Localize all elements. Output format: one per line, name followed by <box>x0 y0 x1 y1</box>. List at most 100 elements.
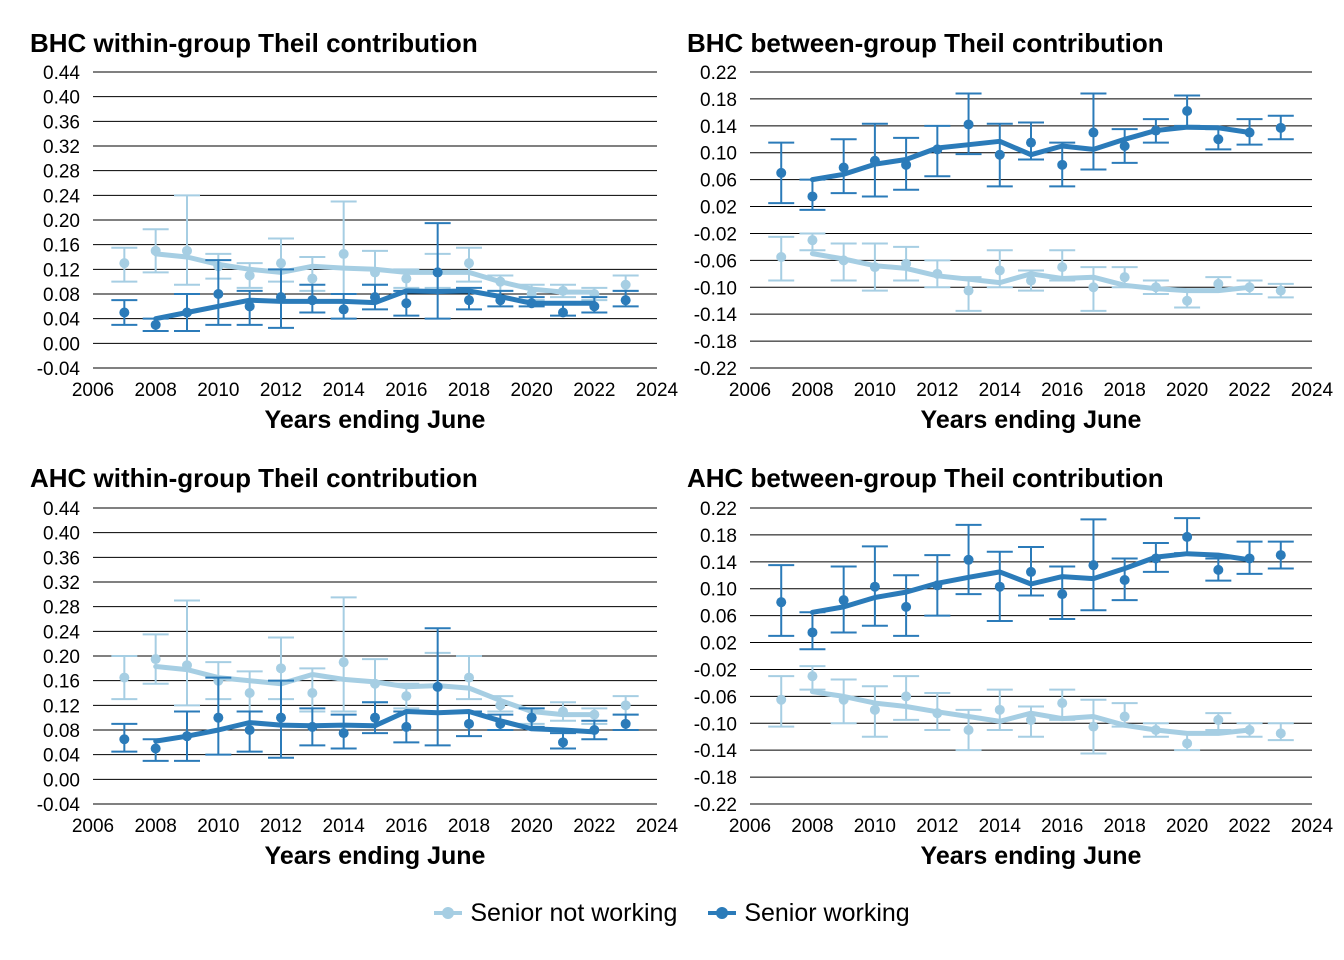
panel-3-point-senior-not-working <box>182 660 192 671</box>
panel-4-point-senior-not-working <box>1275 728 1286 739</box>
legend-label-senior-not-working: Senior not working <box>470 898 678 927</box>
panel-4-point-senior-working <box>807 627 818 638</box>
panel-4-point-senior-not-working <box>1213 714 1224 725</box>
panel-2-x-tick-label: 2016 <box>1041 380 1083 401</box>
panel-2-point-senior-not-working <box>901 258 912 269</box>
panel-1-x-tick-label: 2010 <box>197 380 239 401</box>
panel-4-point-senior-not-working <box>1057 698 1068 709</box>
panel-4-point-senior-not-working <box>838 694 849 705</box>
panel-1-point-senior-not-working <box>401 273 412 284</box>
panel-1-point-senior-working <box>213 289 224 299</box>
panel-1-point-senior-working <box>558 307 568 318</box>
panel-4-point-senior-working <box>1088 560 1099 571</box>
panel-4-y-tick-label: -0.02 <box>694 660 737 681</box>
panel-1-point-senior-working <box>495 295 506 306</box>
panel-1-point-senior-working <box>526 298 537 309</box>
panel-2-point-senior-not-working <box>1119 272 1130 283</box>
panel-1-point-senior-not-working <box>558 285 568 296</box>
panel-1-point-senior-not-working <box>620 279 631 290</box>
panel-3-point-senior-working <box>589 725 600 735</box>
panel-3-point-senior-working <box>182 731 192 742</box>
panel-3-point-senior-not-working <box>307 688 318 698</box>
panel-1-x-axis-label: Years ending June <box>265 406 486 434</box>
panel-1-point-senior-working <box>464 295 474 306</box>
panel-4-point-senior-not-working <box>1244 725 1255 735</box>
panel-1-y-tick-label: 0.40 <box>43 88 80 109</box>
panel-4-point-senior-working <box>1182 531 1193 542</box>
panel-4-point-senior-working <box>1213 564 1224 575</box>
panel-3-point-senior-not-working <box>495 700 506 711</box>
legend-item-senior-working: Senior working <box>708 898 910 928</box>
panel-3-point-senior-working <box>276 712 286 723</box>
panel-3-title: AHC within-group Theil contribution <box>30 463 478 493</box>
panel-2-point-senior-not-working <box>1057 262 1068 273</box>
panel-3-point-senior-working <box>119 734 130 745</box>
panel-3-y-tick-label: 0.04 <box>43 746 80 767</box>
panel-1-y-tick-label: 0.16 <box>43 236 80 257</box>
panel-2-point-senior-working <box>1275 122 1286 133</box>
panel-2-x-tick-label: 2024 <box>1291 380 1334 401</box>
panel-4-title: AHC between-group Theil contribution <box>687 463 1164 493</box>
panel-3-y-tick-label: 0.44 <box>43 499 80 520</box>
legend-label-senior-working: Senior working <box>744 898 910 927</box>
panel-3-x-tick-label: 2008 <box>135 816 177 837</box>
panel-1-point-senior-not-working <box>150 245 161 256</box>
panel-2-point-senior-working <box>776 167 787 178</box>
panel-3-point-senior-working <box>244 725 255 735</box>
panel-3-point-senior-not-working <box>589 709 600 720</box>
panel-3-y-tick-label: 0.20 <box>43 647 80 668</box>
panel-2-y-tick-label: -0.10 <box>694 278 737 299</box>
panel-4-x-tick-label: 2010 <box>854 816 896 837</box>
panel-2-y-tick-label: -0.06 <box>694 251 737 272</box>
panel-3-y-tick-label: 0.12 <box>43 696 80 717</box>
panel-2-point-senior-not-working <box>776 252 787 262</box>
panel-4-point-senior-not-working <box>776 694 787 705</box>
panel-1-point-senior-working <box>620 295 631 306</box>
panel-4-point-senior-working <box>838 595 849 606</box>
panel-4-x-tick-label: 2012 <box>916 816 958 837</box>
panel-2-point-senior-working <box>1026 137 1036 148</box>
panel-2-point-senior-not-working <box>1150 282 1161 293</box>
panel-2-x-tick-label: 2020 <box>1166 380 1208 401</box>
panel-3-point-senior-not-working <box>558 706 568 717</box>
panel-4-point-senior-working <box>1150 553 1161 564</box>
panel-4-y-tick-label: 0.06 <box>700 607 737 628</box>
panel-3-y-tick-label: 0.16 <box>43 672 80 693</box>
panel-1-title: BHC within-group Theil contribution <box>30 28 478 58</box>
panel-2-point-senior-working <box>994 149 1005 160</box>
panel-2-point-senior-not-working <box>838 255 849 266</box>
panel-4-point-senior-working <box>963 554 974 565</box>
panel-2-point-senior-working <box>1182 106 1193 117</box>
panel-3-point-senior-working <box>401 721 412 732</box>
panel-4-x-tick-label: 2014 <box>979 816 1022 837</box>
panel-4-x-tick-label: 2006 <box>729 816 771 837</box>
panel-3-x-tick-label: 2010 <box>197 816 239 837</box>
panel-4-point-senior-not-working <box>932 708 943 719</box>
panel-4-y-tick-label: -0.14 <box>694 741 738 762</box>
legend-key-senior-not-working <box>434 906 463 920</box>
panel-3-point-senior-not-working <box>276 663 286 674</box>
panel-4-x-tick-label: 2018 <box>1104 816 1146 837</box>
panel-3-y-tick-label: 0.40 <box>43 524 80 545</box>
panel-1-point-senior-working <box>338 304 349 315</box>
panel-1-y-tick-label: 0.44 <box>43 63 80 84</box>
panel-4-point-senior-working <box>1244 553 1255 564</box>
panel-1-point-senior-working <box>401 298 412 309</box>
panel-1-x-tick-label: 2016 <box>385 380 427 401</box>
panel-1-point-senior-working <box>150 319 161 330</box>
panel-3-x-tick-label: 2020 <box>511 816 553 837</box>
panel-1-point-senior-working <box>182 307 192 318</box>
panel-2-point-senior-working <box>1088 127 1099 138</box>
panel-3-y-tick-label: -0.04 <box>37 795 81 816</box>
panel-2-point-senior-working <box>1150 125 1161 136</box>
panel-1-point-senior-not-working <box>276 258 286 269</box>
panel-3-y-tick-label: 0.08 <box>43 721 80 742</box>
panel-4-point-senior-not-working <box>963 725 974 735</box>
panel-4-x-tick-label: 2008 <box>791 816 833 837</box>
panel-1-point-senior-working <box>589 301 600 312</box>
panel-3-point-senior-working <box>432 681 443 692</box>
panel-1-y-tick-label: 0.32 <box>43 137 80 158</box>
panel-1-point-senior-not-working <box>338 248 349 259</box>
panel-1-y-tick-label: 0.08 <box>43 285 80 306</box>
